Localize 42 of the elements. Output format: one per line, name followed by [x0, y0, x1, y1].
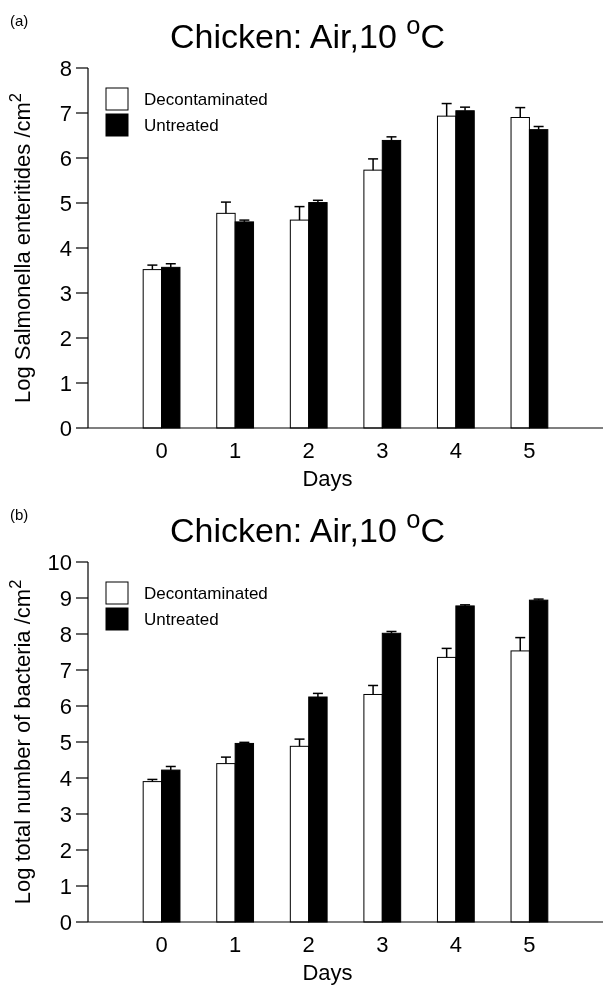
x-tick-label: 3	[376, 438, 389, 463]
x-tick-label: 1	[229, 932, 242, 957]
y-tick-label: 3	[59, 280, 72, 306]
y-tick-label: 8	[59, 621, 72, 647]
x-axis-title: Days	[302, 960, 353, 985]
y-tick-label: 6	[59, 145, 72, 171]
y-tick-label: 7	[59, 100, 72, 126]
legend-label: Untreated	[144, 609, 219, 629]
y-tick-label: 9	[59, 585, 72, 611]
y-tick-label: 0	[59, 909, 72, 935]
x-tick-label: 1	[229, 438, 242, 463]
x-tick-label: 2	[302, 438, 315, 463]
x-tick-label: 2	[302, 932, 315, 957]
text: (b)	[10, 506, 29, 523]
legend-label: Untreated	[144, 115, 219, 135]
y-tick-label: 6	[59, 693, 72, 719]
y-tick-label: 10	[47, 549, 72, 575]
y-tick-label: 1	[59, 873, 72, 899]
x-axis-title: Days	[302, 466, 353, 491]
legend-label: Decontaminated	[144, 89, 268, 109]
y-tick-label: 4	[59, 765, 72, 791]
y-tick-label: 1	[59, 370, 72, 396]
x-tick-label: 0	[155, 932, 168, 957]
y-tick-label: 2	[59, 325, 72, 351]
x-tick-label: 3	[376, 932, 389, 957]
y-tick-label: 7	[59, 657, 72, 683]
chart-title: Chicken: Air,10 $^{o}$C	[170, 11, 445, 55]
y-tick-label: 5	[59, 190, 72, 216]
x-tick-label: 5	[523, 438, 536, 463]
y-tick-label: 0	[59, 415, 72, 441]
y-tick-label: 2	[59, 837, 72, 863]
legend-label: Decontaminated	[144, 583, 268, 603]
chart-title: Chicken: Air,10 $^{o}$C	[170, 505, 445, 549]
x-tick-label: 4	[449, 932, 462, 957]
x-tick-label: 4	[449, 438, 462, 463]
y-tick-label: 4	[59, 235, 72, 261]
y-tick-label: 8	[59, 55, 72, 81]
text: (a)	[10, 12, 29, 29]
y-tick-label: 5	[59, 729, 72, 755]
y-tick-label: 3	[59, 801, 72, 827]
x-tick-label: 0	[155, 438, 168, 463]
x-tick-label: 5	[523, 932, 536, 957]
